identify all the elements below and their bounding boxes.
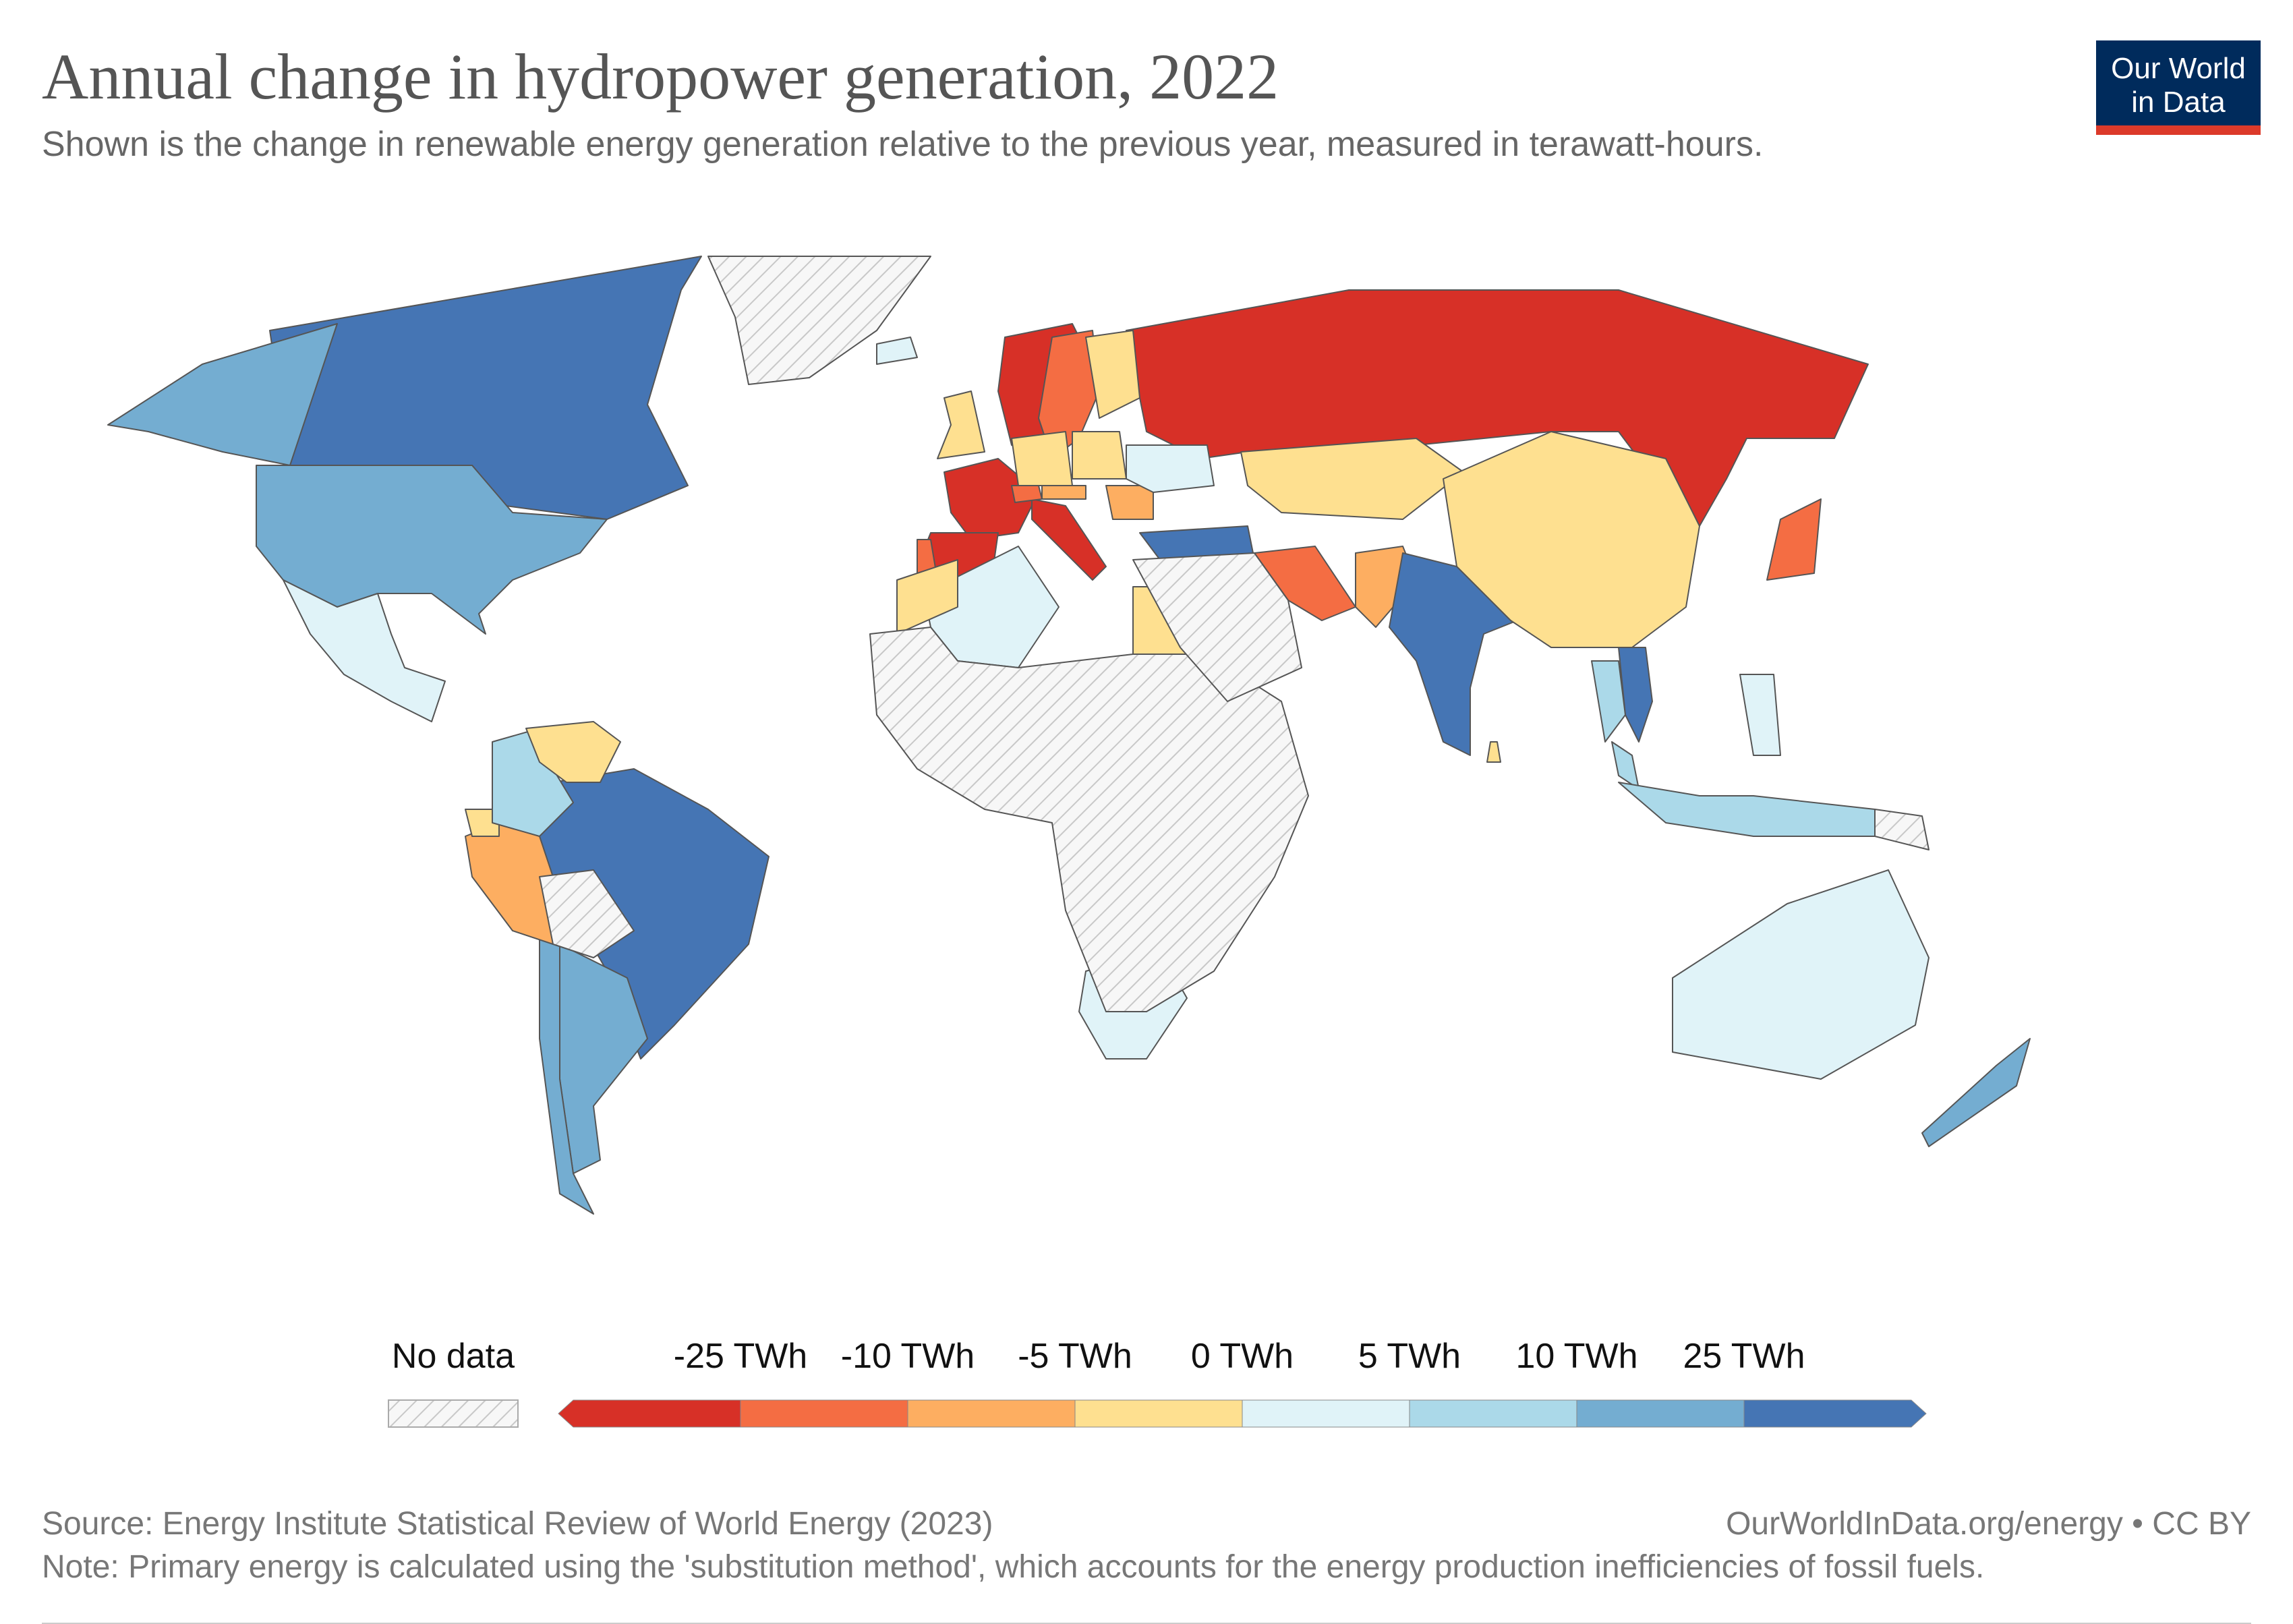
- world-map: [107, 256, 2031, 1215]
- logo-line-1: Our World: [2111, 52, 2246, 85]
- region-chile[interactable]: [539, 930, 594, 1215]
- source-text: Source: Energy Institute Statistical Rev…: [42, 1506, 993, 1542]
- region-malaysia[interactable]: [1611, 741, 1639, 790]
- note-text: Note: Primary energy is calculated using…: [42, 1549, 1985, 1585]
- region-romania[interactable]: [1105, 485, 1154, 520]
- region-ecuador[interactable]: [465, 809, 500, 837]
- region-italy[interactable]: [1031, 498, 1107, 581]
- region-middle-east-other[interactable]: [1132, 552, 1302, 702]
- legend-bin-6[interactable]: [1576, 1399, 1745, 1428]
- region-ukraine[interactable]: [1126, 444, 1215, 493]
- legend-tick-label: 0 TWh: [1191, 1337, 1294, 1376]
- region-new-zealand[interactable]: [1921, 1038, 2031, 1147]
- region-indonesia[interactable]: [1618, 782, 1876, 837]
- region-poland[interactable]: [1072, 431, 1127, 480]
- map-regions: [107, 256, 2031, 1215]
- legend-no-data-swatch: [388, 1399, 519, 1428]
- legend-tick-label: 25 TWh: [1683, 1337, 1805, 1376]
- region-vietnam[interactable]: [1618, 647, 1653, 743]
- owid-logo[interactable]: Our World in Data: [2096, 40, 2261, 135]
- region-sri-lanka[interactable]: [1486, 741, 1501, 763]
- source-url-link[interactable]: OurWorldInData.org/energy • CC BY: [1726, 1506, 2251, 1542]
- legend-bin-0[interactable]: [558, 1399, 741, 1428]
- chart-subtitle: Shown is the change in renewable energy …: [42, 125, 1764, 164]
- region-philippines[interactable]: [1739, 674, 1781, 756]
- region-austria[interactable]: [1041, 485, 1086, 500]
- legend-bin-2[interactable]: [907, 1399, 1076, 1428]
- region-iceland[interactable]: [876, 337, 918, 365]
- legend-tick-label: -5 TWh: [1018, 1337, 1132, 1376]
- region-africa-other[interactable]: [869, 627, 1309, 1012]
- legend-tick-label: -25 TWh: [674, 1337, 807, 1376]
- region-papua-new-guinea[interactable]: [1874, 809, 1929, 850]
- legend-bins: [558, 1399, 1927, 1428]
- color-legend: No data -25 TWh -10 TWh -5 TWh 0 TWh 5 TWh 10…: [388, 1337, 1927, 1428]
- region-united-kingdom[interactable]: [937, 390, 985, 459]
- legend-bin-7[interactable]: [1743, 1399, 1927, 1428]
- legend-bin-3[interactable]: [1074, 1399, 1243, 1428]
- legend-tick-label: 10 TWh: [1515, 1337, 1637, 1376]
- legend-bin-5[interactable]: [1409, 1399, 1577, 1428]
- region-france[interactable]: [944, 458, 1039, 540]
- region-thailand[interactable]: [1591, 660, 1626, 743]
- region-bolivia[interactable]: [539, 869, 635, 958]
- region-mexico[interactable]: [283, 579, 446, 722]
- region-finland[interactable]: [1085, 330, 1140, 419]
- region-china[interactable]: [1443, 431, 1700, 648]
- legend-ticks: -25 TWh -10 TWh -5 TWh 0 TWh 5 TWh 10 TWh 25 T…: [674, 1337, 1805, 1376]
- region-switzerland[interactable]: [1011, 485, 1043, 503]
- region-greenland[interactable]: [707, 256, 931, 385]
- region-morocco[interactable]: [896, 559, 958, 635]
- legend-tick-label: -10 TWh: [841, 1337, 975, 1376]
- region-australia[interactable]: [1672, 869, 1929, 1080]
- region-germany[interactable]: [1011, 431, 1073, 486]
- region-kazakhstan[interactable]: [1240, 438, 1464, 520]
- logo-line-2: in Data: [2131, 86, 2226, 119]
- region-alaska[interactable]: [107, 323, 338, 466]
- region-peru[interactable]: [465, 822, 554, 945]
- legend-tick-label: 5 TWh: [1358, 1337, 1461, 1376]
- legend-no-data-label: No data: [392, 1337, 515, 1376]
- region-japan[interactable]: [1766, 498, 1822, 581]
- legend-bin-1[interactable]: [740, 1399, 908, 1428]
- region-venezuela[interactable]: [525, 721, 621, 783]
- chart-title: Annual change in hydropower generation, …: [42, 40, 1279, 113]
- legend-bin-4[interactable]: [1242, 1399, 1410, 1428]
